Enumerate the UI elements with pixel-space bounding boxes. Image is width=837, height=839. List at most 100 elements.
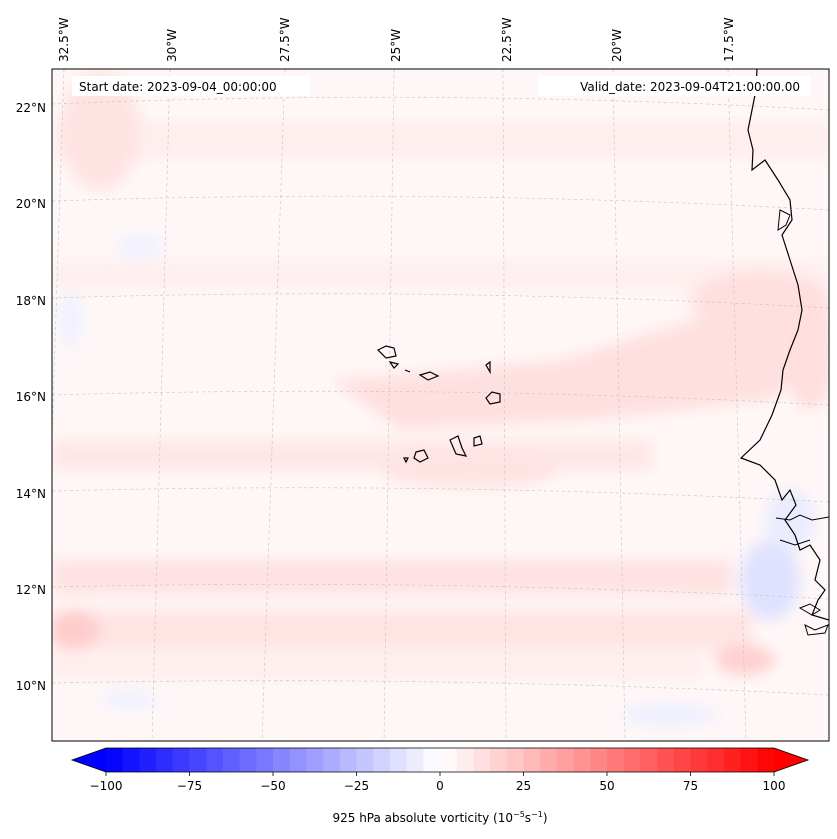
colorbar-segment [172,748,191,772]
colorbar-segment [273,748,291,772]
colorbar-segment [206,748,224,772]
colorbar-segment [106,748,124,772]
lon-label: 25°W [389,29,403,62]
lat-label: 14°N [16,487,46,501]
colorbar-segment [740,748,758,772]
island [388,361,400,369]
colorbar-segment [690,748,708,772]
field-blob [60,70,140,190]
meridian [261,69,286,741]
colorbar-segment [339,748,358,772]
colorbar-segment [573,748,591,772]
field-blob [785,290,829,410]
field-blob-negative [100,690,160,710]
island [413,449,429,463]
colorbar-tick-label: 50 [599,779,614,793]
parallel [52,96,829,111]
colorbar-segment [222,748,241,772]
lon-label: 17.5°W [722,17,736,62]
lat-label: 22°N [16,101,46,115]
field-blob-negative [58,290,82,350]
colorbar-segment [540,748,558,772]
colorbar-tick-label: 0 [436,779,444,793]
colorbar-segment [373,748,391,772]
lat-label: 20°N [16,197,46,211]
lon-label: 32.5°W [57,17,71,62]
graticule [52,69,829,741]
colorbar-segments [106,748,775,772]
meridian [727,69,747,741]
colorbar-segment [289,748,307,772]
colorbar-segment [556,748,575,772]
start-date-box [72,76,310,96]
colorbar-tick-label: −75 [177,779,202,793]
colorbar-segment [757,748,775,772]
meridian [502,69,507,741]
island [449,435,468,457]
parallel [52,390,829,406]
field-band [52,120,829,160]
field-blob-negative [740,540,800,620]
colorbar-tick-label: 75 [683,779,698,793]
island [485,360,491,375]
cape-verde-islands [376,345,501,464]
colorbar-segment [623,748,641,772]
colorbar-segment [506,748,525,772]
colorbar-segment [657,748,675,772]
africa-coast-detail [775,209,829,636]
colorbar-segment [306,748,324,772]
lon-label: 20°W [610,29,624,62]
colorbar-segment [456,748,474,772]
field-blob [380,452,560,488]
colorbar-ticks: −100 −75 −50 −25 0 25 50 75 100 [90,772,785,793]
colorbar-segment [723,748,742,772]
colorbar: −100 −75 −50 −25 0 25 50 75 100 925 hPa absolute… [70,747,810,825]
start-date-label: Start date: 2023-09-04_00:00:00 [79,80,277,94]
colorbar-segment [523,748,541,772]
colorbar-segment [707,748,725,772]
colorbar-segment [323,748,341,772]
africa-coastline [739,69,829,621]
field-blob [715,645,775,675]
parallel [52,583,829,600]
lat-label: 10°N [16,679,46,693]
map-frame [51,68,830,742]
field-band [52,440,652,470]
colorbar-tick-label: −100 [90,779,123,793]
field-band [52,610,752,650]
colorbar-segment [423,748,441,772]
longitude-labels: 32.5°W 30°W 27.5°W 25°W 22.5°W 20°W 17.5… [57,17,736,62]
lat-label: 12°N [16,583,46,597]
colorbar-segment [122,748,140,772]
vorticity-field [52,70,829,727]
colorbar-segment [490,748,508,772]
lat-label: 18°N [16,294,46,308]
colorbar-tick-label: −25 [344,779,369,793]
field-blob-negative [115,233,165,257]
field-blob [52,610,100,650]
island [376,345,397,359]
colorbar-segment [590,748,608,772]
colorbar-max-extension [774,748,808,772]
parallel [52,487,829,503]
parallel [52,293,829,309]
colorbar-segment [389,748,408,772]
island [403,457,409,464]
lon-label: 30°W [165,29,179,62]
map-panel [52,69,829,741]
valid-date-label: Valid_date: 2023-09-04T21:00:00.00 [580,80,800,94]
colorbar-segment [356,748,374,772]
field-band [52,560,732,595]
island [418,371,440,381]
field-band [52,655,702,680]
colorbar-segment [156,748,174,772]
colorbar-min-extension [72,748,106,772]
colorbar-segment [607,748,625,772]
colorbar-segment [673,748,692,772]
colorbar-segment [256,748,274,772]
lon-label: 27.5°W [278,17,292,62]
valid-date-box [538,76,810,96]
colorbar-segment [640,748,658,772]
colorbar-segment [139,748,157,772]
